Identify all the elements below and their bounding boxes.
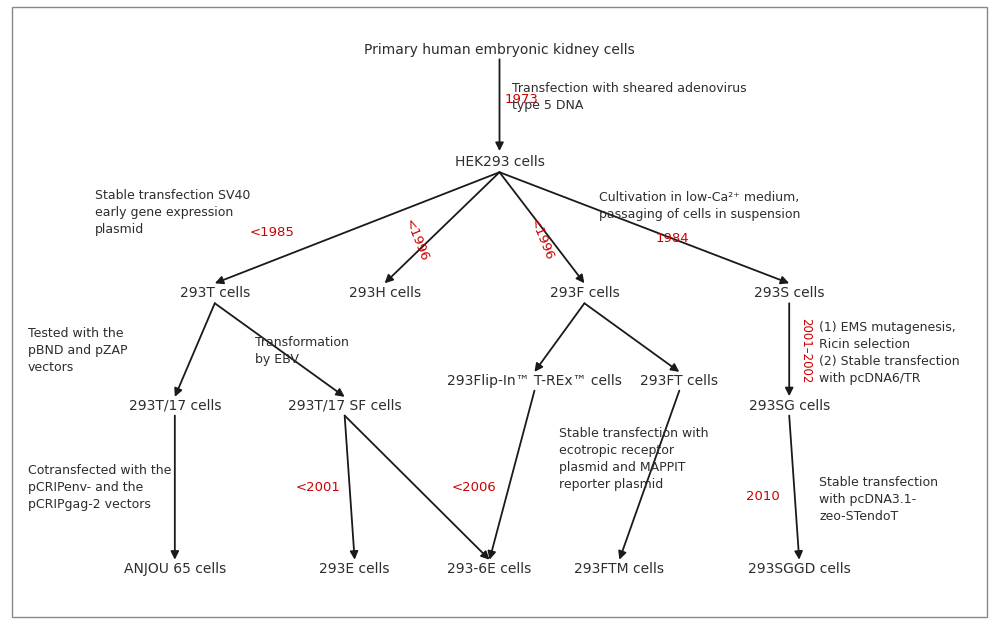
- Text: 293T cells: 293T cells: [180, 286, 250, 300]
- Text: 2001–2002: 2001–2002: [798, 318, 812, 383]
- Text: 293SGGD cells: 293SGGD cells: [748, 562, 850, 576]
- Text: 293E cells: 293E cells: [320, 562, 390, 576]
- Text: 293T/17 SF cells: 293T/17 SF cells: [288, 399, 402, 412]
- Text: <1996: <1996: [402, 217, 431, 263]
- Text: 293S cells: 293S cells: [754, 286, 824, 300]
- Text: <1996: <1996: [526, 216, 555, 262]
- Text: 293F cells: 293F cells: [549, 286, 619, 300]
- Text: Transfection with sheared adenovirus
type 5 DNA: Transfection with sheared adenovirus typ…: [512, 82, 747, 112]
- Text: Stable transfection
with pcDNA3.1-
zeo-STendoT: Stable transfection with pcDNA3.1- zeo-S…: [819, 475, 938, 523]
- Text: 293FT cells: 293FT cells: [640, 374, 718, 388]
- Text: Stable transfection SV40
early gene expression
plasmid: Stable transfection SV40 early gene expr…: [95, 188, 251, 236]
- Text: Tested with the
pBND and pZAP
vectors: Tested with the pBND and pZAP vectors: [28, 327, 128, 374]
- Text: 293H cells: 293H cells: [349, 286, 421, 300]
- Text: 293FTM cells: 293FTM cells: [574, 562, 664, 576]
- Text: (1) EMS mutagenesis,
Ricin selection
(2) Stable transfection
with pcDNA6/TR: (1) EMS mutagenesis, Ricin selection (2)…: [819, 321, 960, 384]
- Text: HEK293 cells: HEK293 cells: [455, 155, 544, 169]
- Text: Stable transfection with
ecotropic receptor
plasmid and MAPPIT
reporter plasmid: Stable transfection with ecotropic recep…: [559, 427, 709, 490]
- Text: Cultivation in low-Ca²⁺ medium,
passaging of cells in suspension: Cultivation in low-Ca²⁺ medium, passagin…: [599, 191, 801, 221]
- Text: Transformation
by EBV: Transformation by EBV: [255, 336, 349, 366]
- Text: 293Flip-In™ T-REx™ cells: 293Flip-In™ T-REx™ cells: [447, 374, 622, 388]
- Text: 1984: 1984: [655, 232, 689, 245]
- Text: Cotransfected with the
pCRIPenv- and the
pCRIPgag-2 vectors: Cotransfected with the pCRIPenv- and the…: [28, 464, 172, 512]
- Text: 1973: 1973: [504, 94, 538, 106]
- Text: <2006: <2006: [452, 482, 497, 494]
- Text: ANJOU 65 cells: ANJOU 65 cells: [124, 562, 226, 576]
- Text: 2010: 2010: [746, 490, 780, 502]
- Text: Primary human embryonic kidney cells: Primary human embryonic kidney cells: [364, 43, 635, 57]
- Text: <1985: <1985: [250, 226, 295, 238]
- Text: 293SG cells: 293SG cells: [748, 399, 830, 412]
- Text: 293-6E cells: 293-6E cells: [448, 562, 531, 576]
- Text: 293T/17 cells: 293T/17 cells: [129, 399, 221, 412]
- Text: <2001: <2001: [296, 482, 341, 494]
